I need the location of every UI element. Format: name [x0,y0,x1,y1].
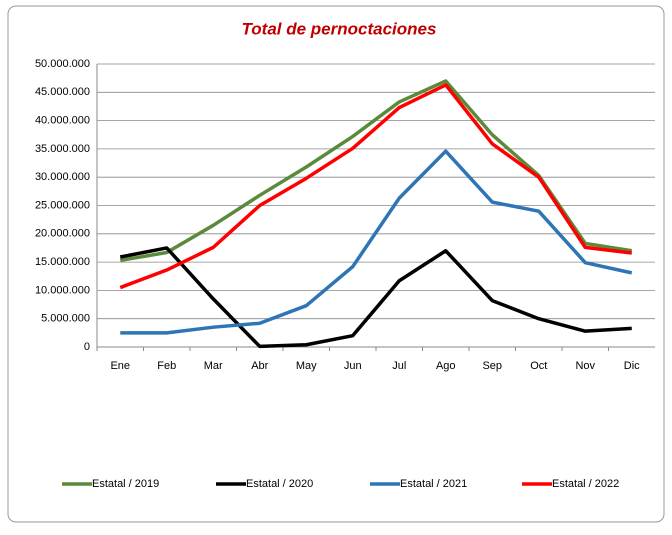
y-tick-label: 45.000.000 [35,86,90,98]
series-line [119,83,632,290]
x-tick-label: Feb [157,360,176,372]
x-tick-label: May [296,360,317,372]
x-tick-label: Dic [624,360,640,372]
x-tick-label: Jul [392,360,406,372]
legend-label: Estatal / 2021 [400,478,467,490]
x-tick-label: Abr [251,360,268,372]
y-tick-label: 20.000.000 [35,228,90,240]
x-tick-label: Mar [204,360,223,372]
legend-label: Estatal / 2020 [246,478,313,490]
x-tick-label: Oct [530,360,547,372]
chart-frame [7,5,665,523]
series-line [119,246,632,349]
y-tick-label: 25.000.000 [35,199,90,211]
y-tick-label: 35.000.000 [35,143,90,155]
x-tick-label: Ene [110,360,130,372]
y-tick-label: 0 [84,341,90,353]
y-tick-label: 40.000.000 [35,115,90,127]
y-tick-label: 10.000.000 [35,284,90,296]
legend-label: Estatal / 2022 [552,478,619,490]
y-tick-label: 5.000.000 [41,313,90,325]
y-tick-label: 50.000.000 [35,58,90,70]
x-tick-label: Ago [436,360,456,372]
y-tick-label: 30.000.000 [35,171,90,183]
y-tick-label: 15.000.000 [35,256,90,268]
x-tick-label: Sep [482,360,502,372]
series-line [120,149,633,335]
chart-title: Total de pernoctaciones [242,19,437,38]
legend-label: Estatal / 2019 [92,478,159,490]
x-tick-label: Jun [344,360,362,372]
x-tick-label: Nov [575,360,595,372]
